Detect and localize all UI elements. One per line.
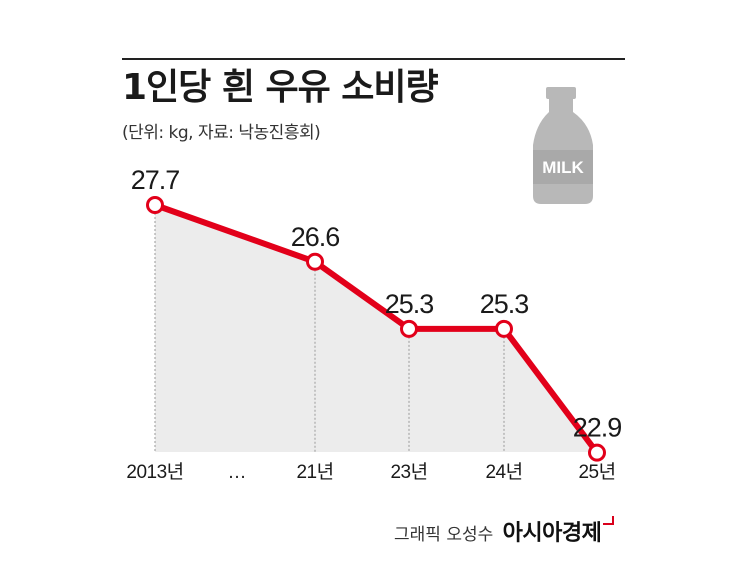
x-tick-label-1: 21년 bbox=[296, 461, 333, 483]
data-label-4: 22.9 bbox=[573, 413, 622, 443]
chart-tick-layer: 2013년 21년 23년 24년 25년 … bbox=[126, 461, 616, 483]
data-point-3 bbox=[495, 319, 513, 338]
chart-area-layer bbox=[155, 205, 597, 453]
data-label-1: 26.6 bbox=[291, 222, 340, 252]
chart-point-layer bbox=[146, 196, 606, 462]
data-point-2 bbox=[400, 319, 418, 338]
x-tick-label-2: 23년 bbox=[390, 461, 427, 483]
x-tick-label-0: 2013년 bbox=[126, 461, 183, 483]
chart-title: 1인당 흰 우유 소비량 bbox=[122, 67, 439, 108]
data-label-3: 25.3 bbox=[480, 289, 529, 319]
milk-label: MILK bbox=[542, 158, 584, 177]
milk-bottle-icon: MILK bbox=[533, 87, 593, 204]
x-tick-label-4: 25년 bbox=[578, 461, 615, 483]
data-point-1 bbox=[306, 252, 324, 271]
outlet-logo-mark-icon bbox=[603, 516, 615, 525]
data-point-0 bbox=[146, 196, 164, 214]
top-rule bbox=[122, 58, 625, 60]
data-label-0: 27.7 bbox=[131, 165, 180, 195]
chart-area-fill bbox=[155, 205, 597, 453]
chart-label-layer: 27.7 26.6 25.3 25.3 22.9 bbox=[131, 165, 623, 443]
credit: 그래픽 오성수 아시아경제 bbox=[394, 515, 615, 547]
credit-author: 그래픽 오성수 bbox=[394, 525, 494, 545]
data-label-2: 25.3 bbox=[385, 289, 434, 319]
data-point-4 bbox=[588, 443, 606, 462]
x-tick-label-3: 24년 bbox=[485, 461, 522, 483]
x-tick-label-gap: … bbox=[228, 462, 247, 483]
outlet-logo: 아시아경제 bbox=[502, 521, 602, 546]
chart-subtitle: (단위: kg, 자료: 낙농진흥회) bbox=[122, 123, 321, 143]
